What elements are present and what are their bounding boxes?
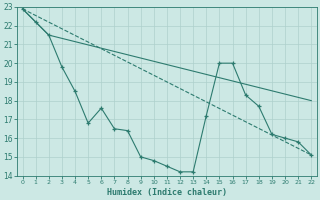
X-axis label: Humidex (Indice chaleur): Humidex (Indice chaleur) [107, 188, 227, 197]
